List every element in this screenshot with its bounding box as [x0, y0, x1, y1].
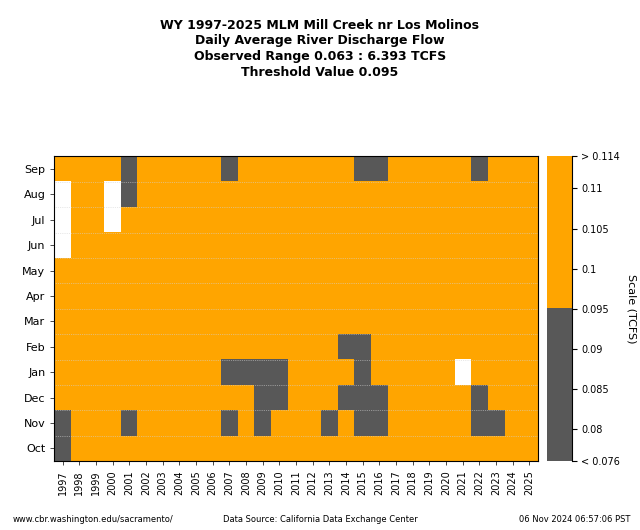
- Text: www.cbr.washington.edu/sacramento/: www.cbr.washington.edu/sacramento/: [13, 515, 173, 524]
- Y-axis label: Scale (TCFS): Scale (TCFS): [627, 274, 637, 343]
- Text: Daily Average River Discharge Flow: Daily Average River Discharge Flow: [195, 34, 445, 48]
- Text: WY 1997-2025 MLM Mill Creek nr Los Molinos: WY 1997-2025 MLM Mill Creek nr Los Molin…: [161, 19, 479, 32]
- Text: Threshold Value 0.095: Threshold Value 0.095: [241, 66, 399, 80]
- Text: Data Source: California Data Exchange Center: Data Source: California Data Exchange Ce…: [223, 515, 417, 524]
- Text: 06 Nov 2024 06:57:06 PST: 06 Nov 2024 06:57:06 PST: [519, 515, 630, 524]
- Text: Observed Range 0.063 : 6.393 TCFS: Observed Range 0.063 : 6.393 TCFS: [194, 50, 446, 64]
